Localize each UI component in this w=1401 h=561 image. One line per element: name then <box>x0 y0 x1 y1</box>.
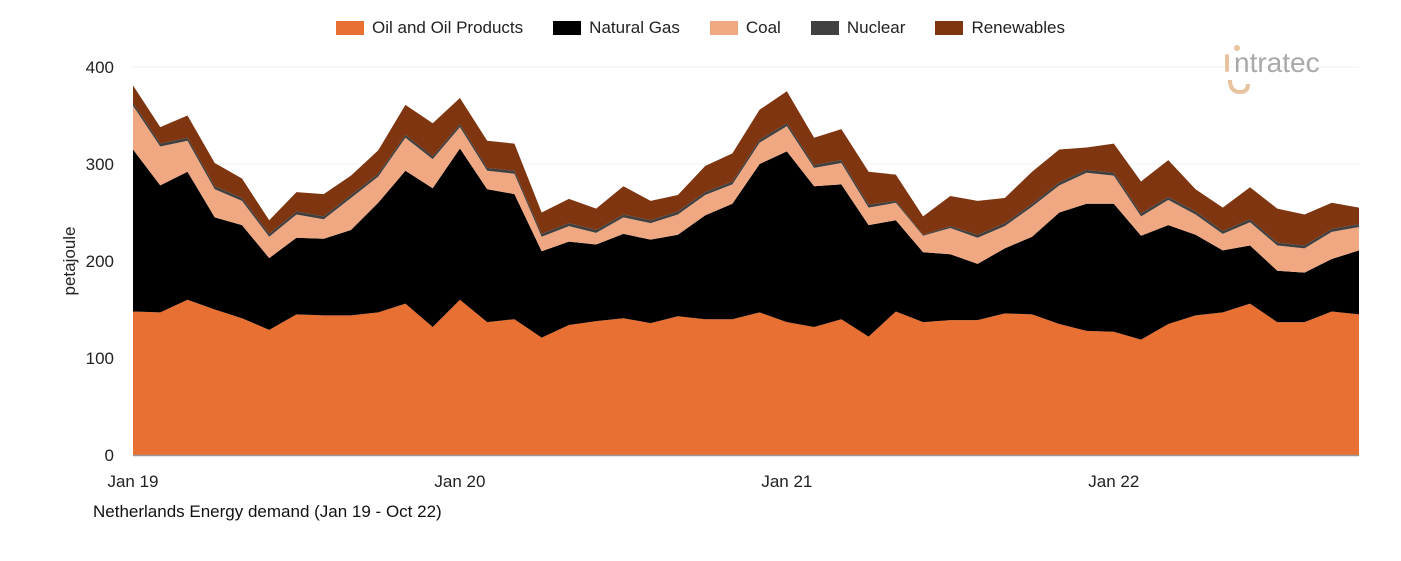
legend-item: Nuclear <box>810 18 906 38</box>
area-oil-and-oil-products <box>133 299 1359 455</box>
chart-caption: Netherlands Energy demand (Jan 19 - Oct … <box>93 502 442 521</box>
intratec-logo: ntratec <box>1225 45 1320 95</box>
x-tick-label: Jan 20 <box>434 472 485 491</box>
legend-label: Oil and Oil Products <box>371 18 524 37</box>
legend-item: Oil and Oil Products <box>335 18 524 38</box>
x-tick-label: Jan 21 <box>761 472 812 491</box>
x-tick-label: Jan 19 <box>107 472 158 491</box>
y-tick-label: 0 <box>105 446 114 465</box>
y-tick-label: 400 <box>86 58 114 77</box>
legend: Oil and Oil Products Natural Gas Coal Nucle… <box>0 18 1401 38</box>
area-nuclear <box>133 102 1359 249</box>
legend-swatch <box>335 21 364 35</box>
legend-swatch <box>935 21 964 35</box>
area-renewables <box>133 85 1359 246</box>
y-tick-label: 100 <box>86 349 114 368</box>
legend-label: Natural Gas <box>589 18 680 37</box>
area-coal <box>133 105 1359 273</box>
legend-swatch <box>553 21 582 35</box>
legend-item: Coal <box>709 18 781 38</box>
legend-label: Nuclear <box>846 18 906 37</box>
y-axis-label: petajoule <box>60 226 79 295</box>
legend-item: Renewables <box>935 18 1065 38</box>
legend-swatch <box>810 21 839 35</box>
y-tick-label: 300 <box>86 155 114 174</box>
area-natural-gas <box>133 148 1359 340</box>
legend-swatch <box>709 21 738 35</box>
svg-text:ntratec: ntratec <box>1234 47 1320 78</box>
legend-item: Natural Gas <box>553 18 680 38</box>
x-tick-label: Jan 22 <box>1088 472 1139 491</box>
legend-label: Renewables <box>971 18 1065 37</box>
legend-label: Coal <box>745 18 781 37</box>
y-tick-label: 200 <box>86 252 114 271</box>
